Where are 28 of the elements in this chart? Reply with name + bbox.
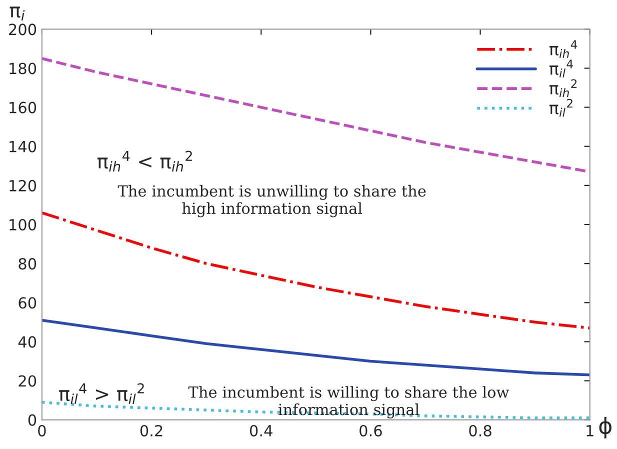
annotation: The incumbent is willing to share the low information signal xyxy=(188,386,510,418)
y-tick-label: 140 xyxy=(10,140,36,152)
y-tick-label: 100 xyxy=(10,218,36,231)
y-tick-label: 80 xyxy=(18,258,36,270)
y-tick-label: 120 xyxy=(10,180,36,192)
x-tick-label: 0.2 xyxy=(140,424,162,436)
x-tick-label: 0 xyxy=(38,424,46,436)
x-axis-title: ϕ xyxy=(599,416,612,438)
y-tick-label: 60 xyxy=(18,297,36,309)
annotation: The incumbent is unwilling to share the high information signal xyxy=(118,184,426,218)
y-tick-label: 200 xyxy=(9,24,36,36)
y-tick-label: 180 xyxy=(10,62,36,74)
x-tick-label: 1 xyxy=(586,425,594,436)
annotation: π$_{il}$$^{4}$ > π$_{il}$$^{2}$ xyxy=(59,383,144,404)
y-axis-title: π$_{i}$ xyxy=(10,6,25,20)
y-tick-label: 40 xyxy=(18,336,36,348)
legend-label: π$_{il}$$^{2}$ xyxy=(549,98,572,117)
legend-label: π$_{ih}$$^{4}$ xyxy=(549,40,578,58)
legend-label: π$_{ih}$$^{2}$ xyxy=(549,79,577,97)
annotation: π$_{ih}$$^{4}$ < π$_{ih}$$^{2}$ xyxy=(97,150,192,172)
x-tick-label: 0.4 xyxy=(250,424,272,436)
y-tick-label: 20 xyxy=(18,375,36,387)
line-series xyxy=(42,318,590,376)
x-tick-label: 0.6 xyxy=(360,424,382,436)
legend-label: π$_{il}$$^{4}$ xyxy=(549,60,573,78)
y-tick-label: 0 xyxy=(28,414,36,426)
x-tick-label: 0.8 xyxy=(469,424,492,436)
y-tick-label: 160 xyxy=(10,102,36,114)
